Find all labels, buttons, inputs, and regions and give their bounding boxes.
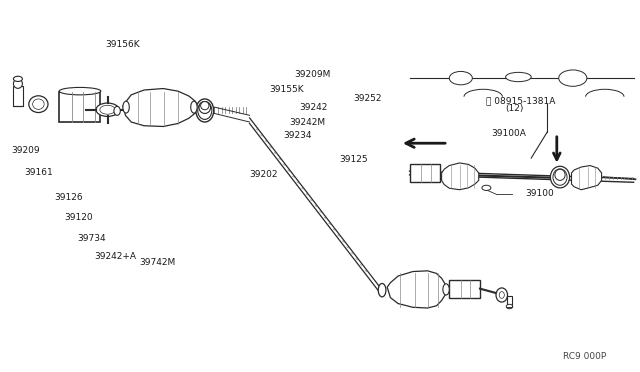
- Bar: [410, 164, 440, 182]
- Text: 39100A: 39100A: [492, 129, 526, 138]
- Text: 39100: 39100: [525, 189, 554, 198]
- Polygon shape: [123, 89, 198, 126]
- Bar: [397, 6, 637, 206]
- Text: 39161: 39161: [24, 169, 53, 177]
- Text: ⑗ 08915-1381A: ⑗ 08915-1381A: [486, 96, 556, 105]
- Ellipse shape: [443, 284, 449, 295]
- Text: 39742M: 39742M: [140, 258, 176, 267]
- Ellipse shape: [378, 283, 386, 297]
- Ellipse shape: [198, 102, 212, 119]
- Ellipse shape: [499, 292, 504, 298]
- Ellipse shape: [59, 87, 101, 95]
- Text: 39242M: 39242M: [289, 118, 325, 127]
- Text: 39234: 39234: [283, 131, 312, 140]
- Ellipse shape: [496, 288, 508, 302]
- Ellipse shape: [550, 166, 570, 188]
- Circle shape: [482, 185, 491, 190]
- Text: (12): (12): [506, 104, 524, 113]
- Polygon shape: [406, 15, 636, 104]
- Bar: [507, 296, 512, 306]
- Circle shape: [96, 103, 119, 116]
- Polygon shape: [442, 163, 479, 190]
- Ellipse shape: [33, 99, 44, 109]
- Text: 39155K: 39155K: [269, 85, 303, 94]
- Ellipse shape: [555, 169, 565, 180]
- Bar: [449, 280, 480, 298]
- Text: 39242+A: 39242+A: [95, 252, 137, 261]
- Polygon shape: [42, 46, 218, 153]
- Text: RC9 000P: RC9 000P: [563, 352, 607, 361]
- Ellipse shape: [199, 102, 211, 113]
- Ellipse shape: [553, 169, 567, 185]
- Ellipse shape: [191, 101, 197, 113]
- Ellipse shape: [506, 304, 513, 309]
- Ellipse shape: [123, 101, 129, 113]
- Ellipse shape: [196, 99, 214, 122]
- Ellipse shape: [29, 96, 48, 112]
- Ellipse shape: [201, 102, 209, 110]
- Text: 39252: 39252: [353, 94, 382, 103]
- Ellipse shape: [114, 106, 120, 115]
- Bar: [59, 92, 100, 122]
- Text: 39209: 39209: [12, 146, 40, 155]
- Text: 39156K: 39156K: [106, 40, 140, 49]
- Text: 39125: 39125: [339, 155, 368, 164]
- Text: 39202: 39202: [250, 170, 278, 179]
- Ellipse shape: [13, 79, 22, 89]
- Text: 39242: 39242: [300, 103, 328, 112]
- Bar: [13, 86, 23, 106]
- Circle shape: [559, 70, 587, 86]
- Ellipse shape: [506, 72, 531, 81]
- Circle shape: [449, 71, 472, 85]
- Text: 39209M: 39209M: [294, 70, 331, 79]
- Text: 39120: 39120: [64, 213, 93, 222]
- Text: 39734: 39734: [77, 234, 106, 243]
- Polygon shape: [387, 271, 448, 308]
- Circle shape: [13, 76, 22, 81]
- Text: 39126: 39126: [54, 193, 83, 202]
- Polygon shape: [572, 166, 602, 190]
